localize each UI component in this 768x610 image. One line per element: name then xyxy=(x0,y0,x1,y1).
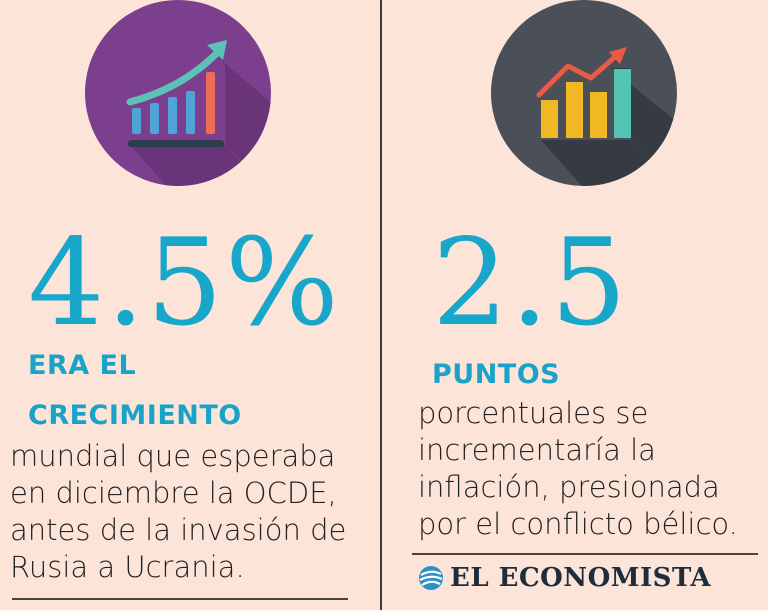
right-body-line: por el conflicto bélico. xyxy=(418,507,738,541)
right-bottom-rule xyxy=(412,553,758,555)
growth-bar-chart-icon xyxy=(85,0,271,186)
right-body-line: incrementaría la xyxy=(418,433,656,467)
right-body-text: porcentuales se incrementaría la inflaci… xyxy=(418,395,738,543)
column-divider xyxy=(380,0,382,610)
left-body-line: antes de la invasión de xyxy=(10,513,347,547)
left-headline-line1: ERA EL xyxy=(28,350,137,381)
left-bottom-rule xyxy=(12,598,348,600)
left-body-text: mundial que esperaba en diciembre la OCD… xyxy=(10,438,346,586)
right-big-number: 2.5 xyxy=(432,214,629,353)
right-body-line: porcentuales se xyxy=(418,396,649,430)
left-headline-line2: CRECIMIENTO xyxy=(28,400,242,431)
right-headline: PUNTOS xyxy=(432,359,561,390)
brand-name: EL ECONOMISTA xyxy=(450,563,712,593)
bar-chart-trend-icon xyxy=(491,0,677,186)
left-body-line: mundial que esperaba xyxy=(10,439,336,473)
left-body-line: en diciembre la OCDE, xyxy=(10,476,337,510)
left-big-number: 4.5% xyxy=(28,214,341,353)
left-body-line: Rusia a Ucrania. xyxy=(10,550,245,584)
globe-logo-icon xyxy=(419,566,443,590)
right-body-line: inflación, presionada xyxy=(418,470,720,504)
brand: EL ECONOMISTA xyxy=(418,565,711,591)
